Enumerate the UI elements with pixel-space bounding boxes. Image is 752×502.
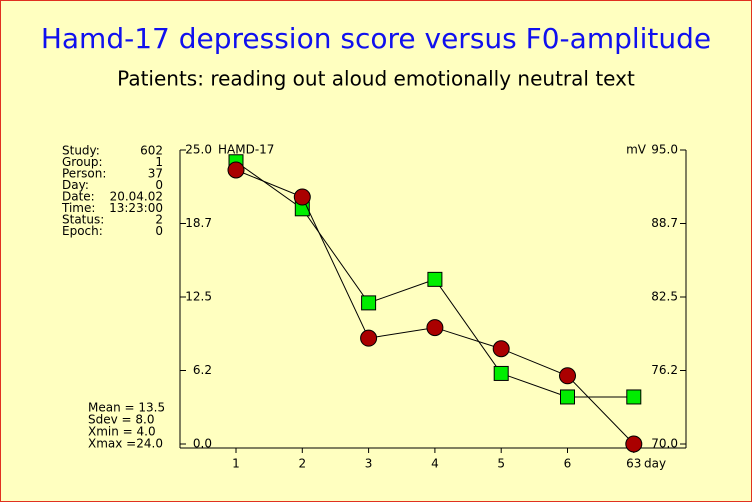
chart-title: Hamd-17 depression score versus F0-ampli… (41, 22, 711, 55)
data-point (426, 319, 444, 337)
info-label: Epoch: (62, 224, 103, 238)
y-tick-label: 12.5 (185, 290, 212, 304)
data-point (493, 365, 509, 381)
info-value: 602 (140, 144, 163, 158)
x-axis-label: day (644, 457, 666, 471)
data-point (427, 271, 443, 287)
info-value: 0 (155, 224, 163, 238)
y-axis-label: HAMD-17 (218, 143, 274, 157)
data-point (361, 295, 377, 311)
info-label: Study: (62, 144, 100, 158)
y2-tick-label: 76.2 (651, 363, 678, 377)
y-tick-label: 25.0 (185, 143, 212, 157)
data-point (560, 389, 575, 405)
info-label: Date: (62, 190, 95, 204)
info-label: Time: (61, 201, 95, 215)
data-point (293, 188, 311, 206)
x-tick-label: 63 (626, 457, 641, 471)
data-point (492, 340, 510, 358)
data-point (360, 329, 378, 347)
info-label: Group: (62, 155, 103, 169)
stat-line: Mean = 13.5 (88, 401, 165, 415)
chart-subtitle: Patients: reading out aloud emotionally … (117, 67, 635, 91)
info-value: 2 (155, 213, 163, 227)
y2-tick-label: 95.0 (651, 143, 678, 157)
info-label: Day: (62, 178, 89, 192)
info-value: 37 (148, 167, 163, 181)
info-label: Status: (62, 213, 104, 227)
x-tick-label: 4 (431, 457, 439, 471)
x-tick-label: 5 (497, 457, 505, 471)
y-tick-label: 0.0 (193, 437, 212, 451)
data-point (626, 389, 642, 405)
stat-line: Xmax =24.0 (88, 437, 163, 451)
data-point (625, 435, 643, 453)
data-point (559, 367, 576, 385)
y2-tick-label: 70.0 (651, 437, 678, 451)
x-tick-label: 3 (365, 457, 373, 471)
x-tick-label: 2 (298, 457, 306, 471)
data-point (227, 161, 245, 179)
info-value: 20.04.02 (110, 190, 163, 204)
info-label: Person: (62, 167, 106, 181)
stat-line: Sdev = 8.0 (88, 413, 155, 427)
info-value: 1 (155, 155, 163, 169)
stat-line: Xmin = 4.0 (88, 425, 156, 439)
info-value: 0 (155, 178, 163, 192)
info-value: 13:23:00 (109, 201, 163, 215)
y-tick-label: 18.7 (185, 216, 212, 230)
x-tick-label: 1 (232, 457, 240, 471)
y2-tick-label: 88.7 (651, 216, 678, 230)
y-tick-label: 6.2 (193, 363, 212, 377)
y2-axis-label: mV (626, 143, 647, 157)
x-tick-label: 6 (564, 457, 572, 471)
y2-tick-label: 82.5 (651, 290, 678, 304)
